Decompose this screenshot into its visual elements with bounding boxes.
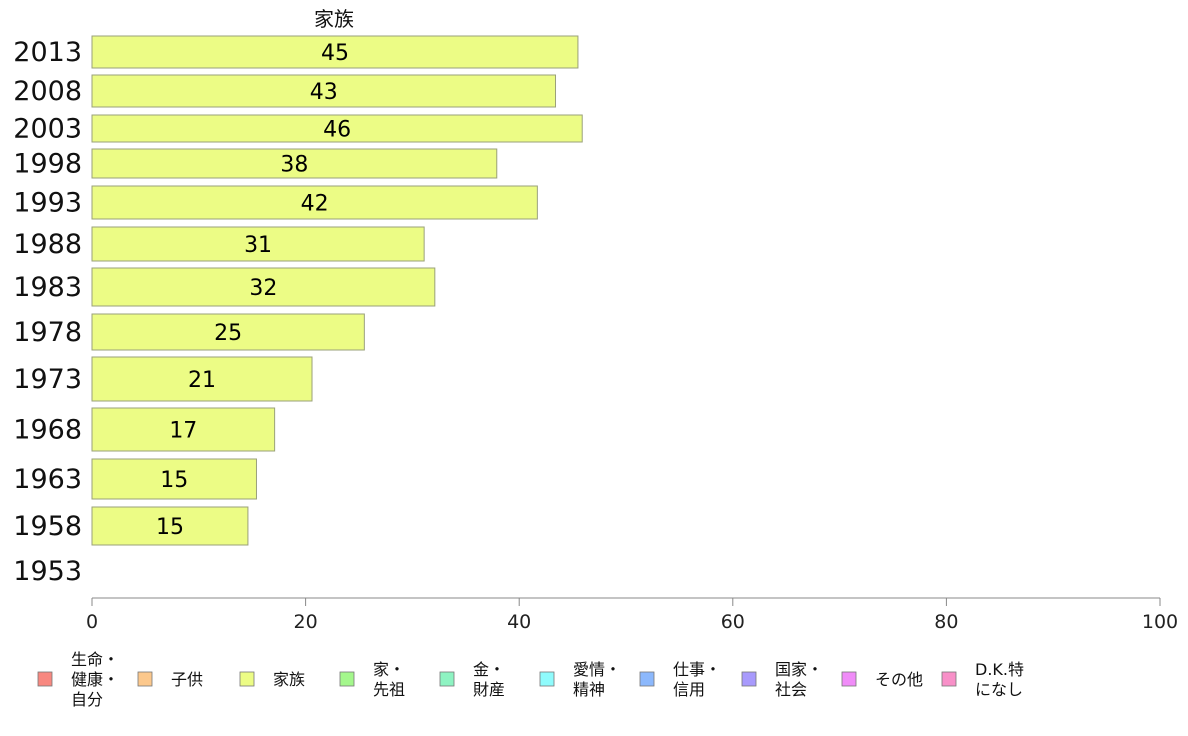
bar-value-label: 43	[310, 80, 338, 105]
legend-swatch	[239, 671, 255, 687]
year-label: 2008	[13, 76, 82, 107]
year-label: 1958	[13, 511, 82, 542]
x-tick-label: 0	[86, 611, 98, 633]
bar	[91, 313, 365, 351]
legend-label: 愛情・	[573, 660, 621, 679]
legend-label: 生命・	[71, 650, 119, 669]
bar	[91, 114, 583, 143]
year-label: 1968	[13, 415, 82, 446]
bar-value-label: 38	[280, 153, 308, 178]
legend-label: その他	[875, 670, 923, 689]
legend-label: D.K.特	[975, 660, 1024, 679]
legend-label: 自分	[71, 690, 103, 709]
year-label: 1983	[13, 272, 82, 303]
year-label: 1988	[13, 229, 82, 260]
x-tick-label: 80	[934, 611, 958, 633]
year-label: 1998	[13, 149, 82, 180]
legend-swatch	[37, 671, 53, 687]
x-axis: 0 20 40 60 80 100	[86, 597, 1178, 633]
bar	[91, 407, 276, 452]
bar	[91, 458, 257, 500]
year-label: 2013	[13, 37, 82, 68]
bar-value-label: 17	[169, 419, 197, 444]
bar	[91, 185, 538, 220]
legend-label: 信用	[673, 680, 705, 699]
legend-label: 健康・	[71, 670, 119, 689]
legend-label: になし	[975, 680, 1023, 699]
legend-label: 金・	[473, 660, 505, 679]
year-label: 1993	[13, 188, 82, 219]
bar-value-label: 21	[188, 368, 216, 393]
year-label: 1953	[13, 556, 82, 587]
legend-swatch	[639, 671, 655, 687]
bar-value-label: 15	[156, 515, 184, 540]
legend-item: 生命・健康・自分	[37, 650, 119, 709]
year-label: 2003	[13, 114, 82, 145]
legend-label: 子供	[171, 670, 203, 689]
x-tick-label: 20	[294, 611, 318, 633]
legend-label: 家族	[273, 670, 305, 689]
x-tick-label: 100	[1142, 611, 1178, 633]
bar	[91, 267, 436, 307]
legend-item: 金・財産	[439, 660, 505, 699]
legend-item: その他	[841, 670, 923, 689]
legend-swatch	[841, 671, 857, 687]
bar	[91, 356, 313, 402]
legend-label: 先祖	[373, 680, 405, 699]
legend-swatch	[439, 671, 455, 687]
year-label: 1973	[13, 364, 82, 395]
bar	[91, 74, 557, 108]
legend-swatch	[137, 671, 153, 687]
bar-value-label: 42	[301, 192, 329, 217]
bar-value-label: 25	[214, 321, 242, 346]
series-title: 家族	[314, 7, 354, 31]
legend-label: 財産	[473, 680, 505, 699]
x-tick-label: 60	[721, 611, 745, 633]
year-label: 1963	[13, 464, 82, 495]
legend-swatch	[741, 671, 757, 687]
legend-item: 家・先祖	[339, 660, 405, 699]
legend-label: 国家・	[775, 660, 823, 679]
legend-label: 家・	[373, 660, 405, 679]
bar-value-label: 31	[244, 233, 272, 258]
bar	[91, 148, 498, 179]
legend-swatch	[339, 671, 355, 687]
year-label: 1978	[13, 317, 82, 348]
bar	[91, 35, 579, 69]
legend-item: 愛情・精神	[539, 660, 621, 699]
legend-swatch	[941, 671, 957, 687]
bar	[91, 226, 425, 262]
bar-value-label: 45	[321, 41, 349, 66]
x-tick-label: 40	[507, 611, 531, 633]
legend-item: 国家・社会	[741, 660, 823, 699]
bars-layer: 2013 45 2008 43 2003 46 1998 38 1993 42 1988 31 1983…	[13, 35, 583, 587]
bar-value-label: 46	[323, 118, 351, 143]
legend-label: 社会	[775, 680, 807, 699]
legend-swatch	[539, 671, 555, 687]
legend-item: 仕事・信用	[639, 660, 721, 699]
legend-item: 子供	[137, 670, 203, 689]
bar-value-label: 32	[249, 276, 277, 301]
legend-label: 精神	[573, 680, 605, 699]
bar-value-label: 15	[160, 468, 188, 493]
legend-item: 家族	[239, 670, 305, 689]
bar	[91, 506, 249, 546]
legend-label: 仕事・	[673, 660, 721, 679]
